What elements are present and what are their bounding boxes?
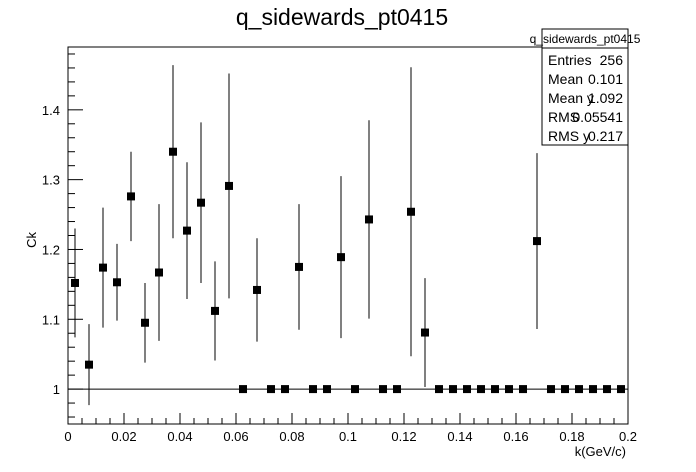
data-point (617, 385, 625, 394)
stats-label: Mean (548, 71, 583, 87)
y-tick-label: 1.2 (42, 242, 60, 257)
chart-title: q_sidewards_pt0415 (236, 4, 448, 30)
x-tick-label: 0.06 (223, 429, 248, 444)
y-axis: 1 1.1 1.2 1.3 1.4 (42, 53, 83, 418)
data-point (85, 360, 93, 369)
data-point (267, 385, 275, 394)
x-tick-label: 0 (64, 429, 71, 444)
stats-box-rows: Entries 256 Mean 0.101 Mean y1.092 RMS0.05541… (548, 52, 623, 144)
data-point (337, 253, 345, 262)
data-point (113, 278, 121, 287)
data-point (519, 385, 527, 394)
data-point (547, 385, 555, 394)
data-point (351, 385, 359, 394)
data-point (505, 385, 513, 394)
data-point (99, 263, 107, 272)
data-point (309, 385, 317, 394)
stats-value: 256 (600, 52, 624, 68)
x-tick-label: 0.16 (503, 429, 528, 444)
data-point (295, 262, 303, 271)
data-point (365, 215, 373, 224)
stats-box-title: q_sidewards_pt0415 (530, 32, 641, 46)
x-tick-label: 0.14 (447, 429, 472, 444)
data-point (421, 328, 429, 337)
data-point (323, 385, 331, 394)
data-point (449, 385, 457, 394)
data-point (393, 385, 401, 394)
stats-value: 0.101 (588, 71, 623, 87)
x-tick-label: 0.02 (111, 429, 136, 444)
data-point (491, 385, 499, 394)
x-tick-label: 0.04 (167, 429, 192, 444)
x-tick-label: 0.12 (391, 429, 416, 444)
y-tick-label: 1 (53, 382, 60, 397)
data-point (603, 385, 611, 394)
data-point (197, 198, 205, 207)
data-point (435, 385, 443, 394)
data-point (463, 385, 471, 394)
y-tick-label: 1.3 (42, 173, 60, 188)
x-tick-label: 0.08 (279, 429, 304, 444)
y-tick-label: 1.1 (42, 312, 60, 327)
stats-label: RMS (548, 109, 579, 125)
data-point (71, 278, 79, 287)
data-point (533, 237, 541, 246)
data-point (169, 147, 177, 156)
data-point (239, 385, 247, 394)
data-point (407, 207, 415, 216)
x-tick-label: 0.18 (559, 429, 584, 444)
data-point (575, 385, 583, 394)
y-tick-label: 1.4 (42, 103, 60, 118)
data-point (253, 285, 261, 294)
stats-label: Entries (548, 52, 592, 68)
data-point (225, 181, 233, 190)
x-tick-label: 0.1 (339, 429, 357, 444)
stats-label: RMS y (548, 128, 590, 144)
x-axis: 0 0.02 0.04 0.06 0.08 0.1 0.12 0.14 0.16 0.18 0.2 (64, 413, 637, 444)
stats-box: q_sidewards_pt0415 Entries 256 Mean 0.101 Me… (530, 28, 641, 146)
data-point (561, 385, 569, 394)
data-point (477, 385, 485, 394)
data-point (183, 226, 191, 235)
data-point (379, 385, 387, 394)
data-series (71, 65, 625, 406)
x-tick-label: 0.2 (619, 429, 637, 444)
data-point (589, 385, 597, 394)
data-point (281, 385, 289, 394)
data-point (127, 192, 135, 201)
data-point (155, 268, 163, 277)
stats-value: 0.05541 (572, 109, 623, 125)
x-axis-label: k(GeV/c) (575, 444, 626, 459)
data-point (141, 318, 149, 327)
stats-label: Mean y (548, 90, 594, 106)
y-axis-label: Ck (24, 232, 39, 248)
stats-value: 1.092 (588, 90, 623, 106)
data-point (211, 306, 219, 315)
stats-value: 0.217 (588, 128, 623, 144)
